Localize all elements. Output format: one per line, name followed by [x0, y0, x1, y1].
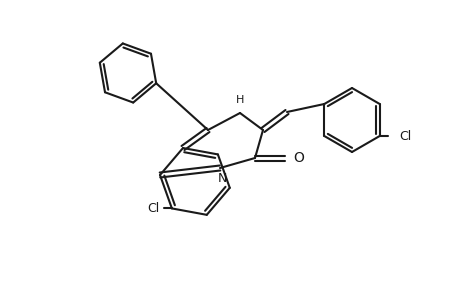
Text: O: O [292, 151, 303, 165]
Text: Cl: Cl [147, 202, 160, 215]
Text: Cl: Cl [399, 130, 411, 142]
Text: N: N [217, 172, 226, 184]
Text: H: H [235, 95, 244, 105]
